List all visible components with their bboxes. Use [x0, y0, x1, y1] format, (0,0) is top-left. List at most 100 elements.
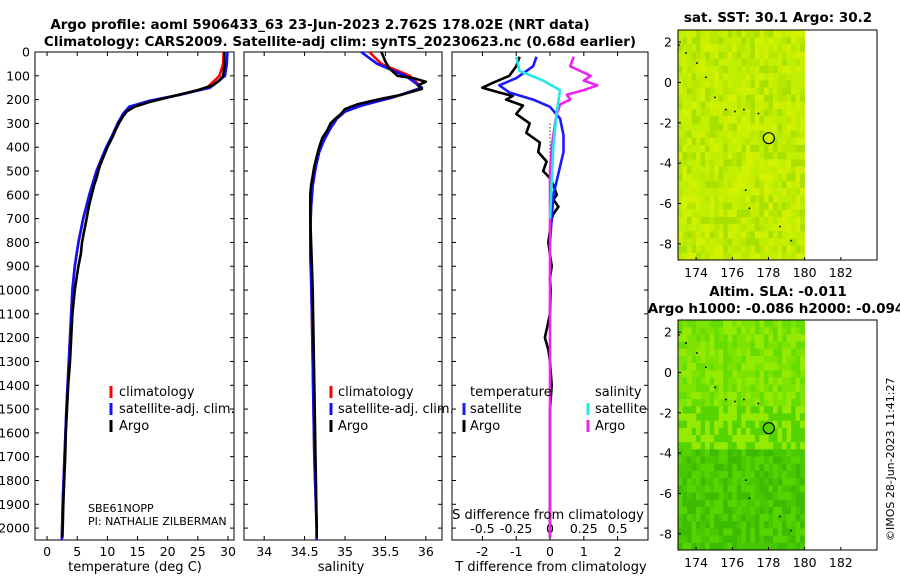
map-cell — [741, 173, 747, 182]
map-cell — [723, 320, 729, 328]
map-cell — [782, 435, 787, 443]
map-cell — [732, 320, 738, 328]
map-cell — [777, 30, 783, 38]
map-cell — [741, 341, 747, 350]
map-cell — [791, 116, 796, 124]
map-cell — [754, 363, 760, 371]
map-cell — [687, 58, 692, 67]
map-cell — [705, 166, 710, 175]
map-cell — [687, 363, 692, 371]
map-cell — [727, 413, 733, 421]
map-cell — [709, 320, 715, 328]
map-cell — [795, 180, 801, 189]
map-cell — [714, 492, 719, 500]
map-cell — [678, 58, 683, 67]
map-cell — [763, 384, 769, 393]
map-cell — [682, 101, 688, 110]
map-cell — [768, 145, 774, 153]
map-cell — [732, 195, 738, 203]
map-cell — [700, 327, 706, 335]
map-cell — [754, 58, 760, 67]
map-cell — [795, 334, 801, 342]
map-cell — [786, 195, 792, 203]
map-cell — [700, 137, 706, 146]
map-cell — [768, 449, 774, 457]
map-cell — [759, 216, 765, 225]
map-cell — [700, 355, 706, 364]
map-cell — [741, 123, 747, 131]
map-cell — [682, 87, 688, 95]
map-cell — [714, 44, 719, 52]
map-cell — [772, 449, 778, 457]
map-cell — [723, 145, 729, 153]
map-cell — [691, 320, 697, 328]
map-cell — [687, 180, 692, 189]
map-cell — [682, 341, 688, 350]
map-cell — [723, 391, 729, 400]
map-cell — [768, 478, 774, 486]
map-cell — [691, 180, 697, 189]
map-y-tick-label: -8 — [660, 236, 673, 251]
map-cell — [745, 442, 751, 450]
map-cell — [700, 166, 706, 175]
map-cell — [687, 65, 692, 74]
map-cell — [759, 327, 765, 335]
temperature-xlabel: temperature (deg C) — [68, 560, 202, 575]
map-cell — [727, 348, 733, 357]
map-cell — [777, 427, 783, 436]
map-cell — [754, 159, 760, 167]
island-marker — [779, 225, 781, 228]
map-cell — [759, 499, 765, 508]
map-cell — [772, 499, 778, 508]
map-cell — [709, 152, 715, 160]
map-cell — [678, 370, 683, 378]
map-cell — [800, 542, 805, 551]
map-cell — [750, 166, 756, 175]
map-cell — [795, 209, 801, 218]
map-cell — [678, 363, 683, 371]
map-y-tick-label: 2 — [664, 325, 672, 340]
map-cell — [714, 188, 719, 196]
map-cell — [791, 173, 796, 182]
map-cell — [795, 65, 801, 74]
map-cell — [736, 231, 742, 239]
map-cell — [736, 216, 742, 225]
map-cell — [709, 137, 715, 146]
map-cell — [795, 101, 801, 110]
map-cell — [800, 80, 805, 88]
map-cell — [696, 499, 701, 508]
map-cell — [763, 73, 769, 81]
map-cell — [736, 116, 742, 124]
map-cell — [705, 173, 710, 182]
map-cell — [709, 449, 715, 457]
map-cell — [777, 456, 783, 465]
map-cell — [718, 384, 724, 393]
map-cell — [777, 506, 783, 515]
map-cell — [714, 377, 719, 385]
map-cell — [768, 420, 774, 429]
map-cell — [714, 521, 719, 529]
map-cell — [687, 80, 692, 88]
map-cell — [745, 130, 751, 139]
map-cell — [800, 320, 805, 328]
map-cell — [718, 528, 724, 536]
map-cell — [682, 521, 688, 529]
map-cell — [736, 499, 742, 508]
map-x-tick-label: 174 — [684, 555, 708, 570]
map-cell — [682, 420, 688, 429]
map-cell — [691, 355, 697, 364]
map-cell — [754, 44, 760, 52]
map-cell — [700, 363, 706, 371]
map-cell — [786, 101, 792, 110]
map-cell — [727, 130, 733, 139]
map-cell — [786, 73, 792, 81]
s-tick-label: 0.5 — [608, 521, 628, 536]
map-cell — [691, 521, 697, 529]
map-cell — [700, 391, 706, 400]
map-cell — [678, 130, 683, 139]
map-cell — [741, 535, 747, 544]
map-cell — [745, 470, 751, 479]
map-cell — [791, 123, 796, 131]
map-cell — [732, 44, 738, 52]
